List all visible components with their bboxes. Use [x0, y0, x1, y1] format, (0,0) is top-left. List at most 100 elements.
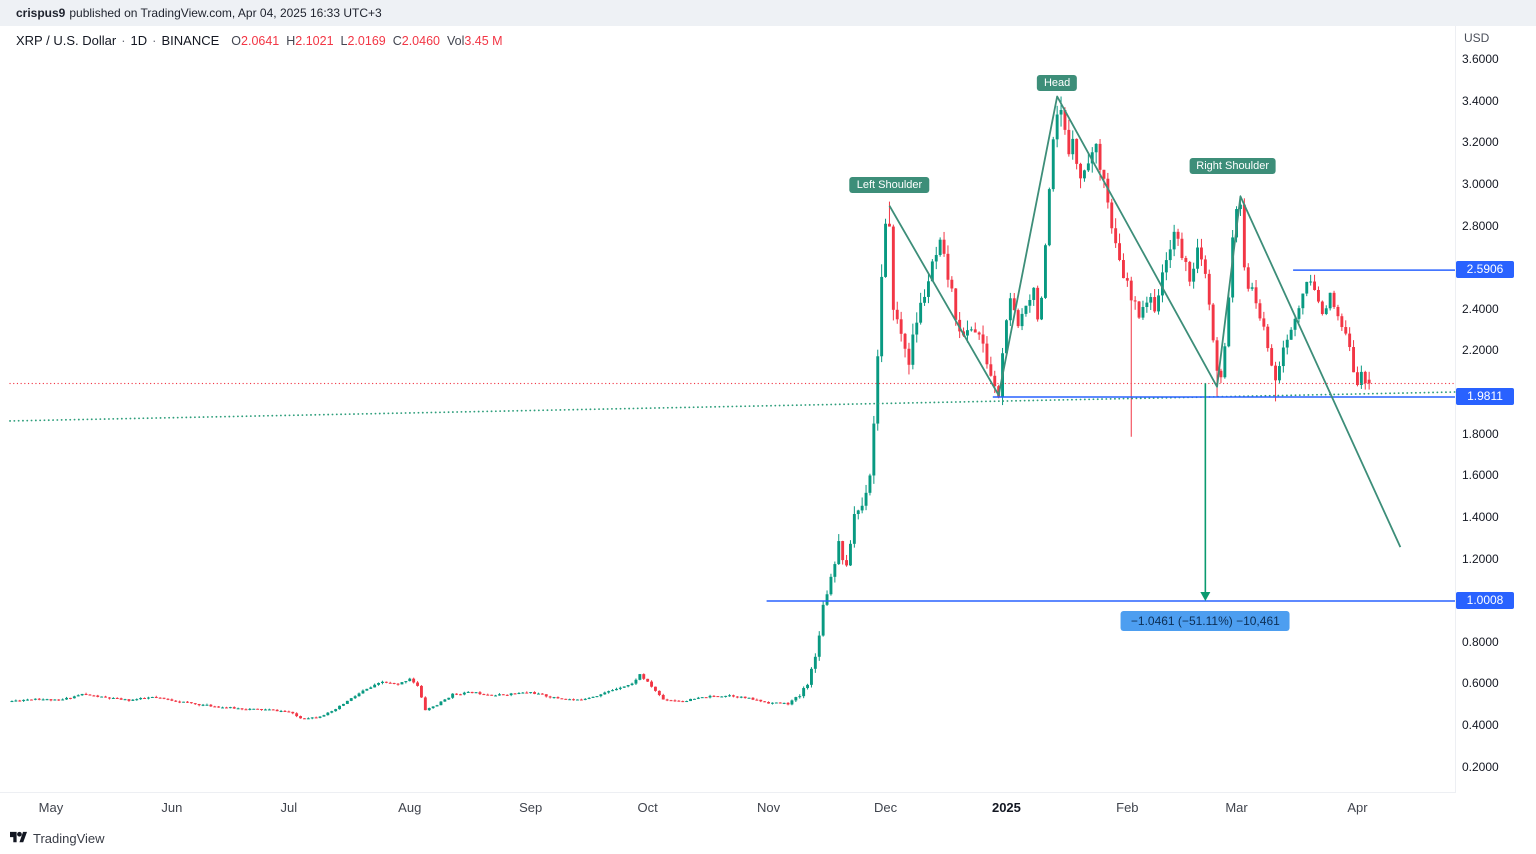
candle-body: [412, 678, 416, 683]
tradingview-attribution[interactable]: TradingView: [10, 831, 105, 846]
ohlc-values: O 2.0641 H 2.1021 L 2.0169 C 2.0460 Vol 3.45 M: [224, 34, 502, 48]
candle-body: [716, 696, 720, 698]
candle-body: [537, 693, 540, 695]
candle-body: [490, 694, 494, 696]
candle-body: [33, 698, 37, 700]
candle-body: [1211, 304, 1215, 341]
candle-body: [501, 694, 505, 696]
candle-body: [189, 702, 193, 704]
candle-body: [213, 706, 217, 708]
candle-body: [747, 697, 751, 699]
candle-body: [1246, 267, 1250, 289]
candle-body: [193, 703, 197, 705]
candle-body: [357, 693, 361, 697]
price-tick-label: 0.2000: [1462, 759, 1499, 774]
time-axis-label-aug: Aug: [398, 800, 422, 815]
candle-body: [287, 711, 291, 713]
candle-body: [314, 717, 318, 719]
candle-body: [443, 699, 447, 702]
candle-body: [72, 696, 76, 699]
interval-label: 1D: [130, 33, 148, 48]
candle-body: [291, 711, 295, 714]
candle-body: [1055, 114, 1059, 140]
candle-body: [170, 699, 174, 701]
candle-body: [806, 684, 809, 689]
candle-body: [603, 692, 607, 695]
candle-body: [1008, 298, 1012, 321]
candle-body: [825, 594, 829, 605]
candle-body: [1250, 287, 1254, 289]
candle-body: [150, 696, 154, 698]
candle-body: [1168, 249, 1172, 261]
candle-body: [810, 668, 813, 685]
time-axis[interactable]: May Jun Jul Aug Sep Oct Nov Dec 2025 Feb Mar Apr: [0, 792, 1455, 826]
price-axis[interactable]: 3.6000 3.4000 3.2000 3.0000 2.8000 2.4000 2.20…: [1455, 26, 1536, 792]
candle-body: [1079, 163, 1082, 179]
candle-body: [798, 696, 802, 698]
candle-body: [1106, 178, 1110, 203]
candle-body: [607, 691, 611, 693]
candle-body: [1340, 316, 1344, 328]
symbol-title: XRP / U.S. Dollar: [16, 33, 117, 48]
candle-body: [326, 712, 330, 716]
candle-body: [942, 239, 946, 254]
time-axis-label-jul: Jul: [280, 800, 298, 815]
candle-body: [521, 692, 525, 694]
head-and-shoulders-lines[interactable]: [888, 95, 1402, 548]
candle-body: [700, 697, 704, 699]
candle-body: [891, 226, 895, 310]
candle-body: [1363, 371, 1367, 384]
price-level-badge: 2.5906: [1456, 261, 1514, 279]
candle-body: [135, 699, 139, 701]
candle-body: [677, 700, 681, 702]
chart-legend: XRP / U.S. Dollar · 1D · BINANCE O 2.0641…: [16, 33, 503, 48]
candle-body: [572, 699, 575, 701]
candle-body: [759, 699, 763, 702]
candle-body: [174, 700, 178, 702]
candle-body: [88, 694, 92, 696]
brand-name: TradingView: [33, 831, 105, 846]
candle-body: [556, 697, 560, 699]
candle-body: [708, 695, 712, 698]
time-axis-label-apr: Apr: [1347, 800, 1368, 815]
candle-body: [104, 696, 107, 698]
candle-body: [252, 708, 256, 710]
candle-body: [201, 704, 205, 706]
candle-body: [966, 330, 969, 336]
time-axis-separator: [0, 792, 1455, 793]
candle-body: [1258, 303, 1262, 319]
price-tick-label: 2.4000: [1462, 301, 1499, 316]
price-tick-label: 0.8000: [1462, 634, 1499, 649]
candle-body: [1153, 297, 1157, 312]
candle-body: [513, 693, 517, 695]
candle-body: [1044, 245, 1047, 298]
price-level-badge: 1.0008: [1456, 592, 1514, 609]
candle-body: [1301, 293, 1305, 309]
time-axis-label-dec: Dec: [873, 800, 898, 815]
candlestick-series: [10, 96, 1371, 720]
candle-body: [544, 694, 548, 697]
time-axis-label-nov: Nov: [756, 800, 781, 815]
candle-body: [92, 695, 96, 697]
candle-body: [1328, 292, 1332, 309]
candle-body: [474, 692, 478, 694]
currency-label: USD: [1464, 31, 1490, 45]
candle-body: [123, 699, 127, 701]
candle-body: [65, 697, 68, 700]
price-tick-label: 1.8000: [1462, 426, 1499, 441]
candle-body: [57, 699, 61, 701]
candle-body: [1122, 260, 1125, 279]
candle-body: [673, 700, 677, 702]
candle-body: [946, 253, 950, 280]
candle-body: [349, 698, 353, 701]
candle-body: [618, 687, 622, 689]
candle-body: [696, 697, 700, 699]
candle-body: [728, 695, 731, 697]
candle-body: [646, 678, 650, 682]
candle-body: [681, 701, 685, 703]
candle-body: [735, 696, 739, 698]
candle-body: [400, 682, 404, 685]
candle-body: [478, 692, 482, 695]
candle-body: [923, 296, 926, 303]
